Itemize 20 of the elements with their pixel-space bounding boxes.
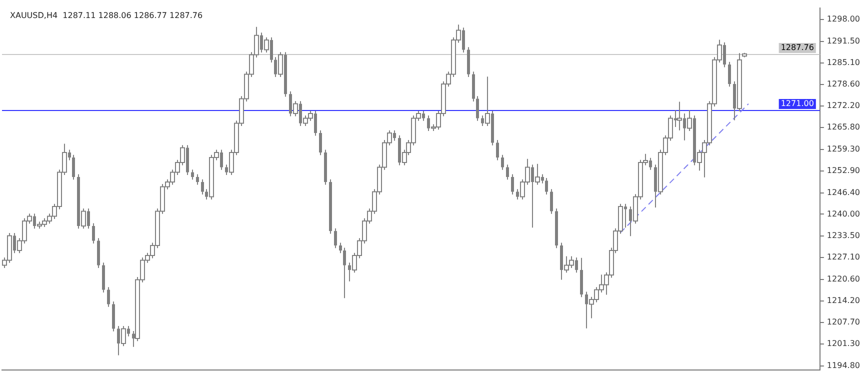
y-tick-label: 1220.60 [826, 274, 860, 284]
y-tick-label: 1259.30 [826, 144, 860, 154]
y-tick-label: 1227.10 [826, 252, 860, 262]
y-tick-label: 1298.00 [826, 14, 860, 24]
y-tick-label: 1207.70 [826, 318, 860, 327]
y-tick-label: 1214.20 [826, 296, 860, 305]
y-tick-label: 1240.00 [826, 209, 860, 218]
y-tick-label: 1194.80 [826, 361, 860, 370]
y-tick-label: 1233.50 [826, 231, 860, 240]
y-tick-label: 1246.40 [826, 188, 860, 197]
y-tick-label: 1291.50 [826, 36, 860, 46]
y-tick-label: 1278.60 [826, 80, 860, 89]
y-tick-label: 1265.80 [826, 122, 860, 132]
y-tick-label: 1285.10 [826, 58, 860, 67]
y-tick-label: 1252.90 [826, 166, 860, 176]
chart-title: XAUUSD,H4 1287.11 1288.06 1286.77 1287.76 [10, 10, 203, 20]
ref-line-label: 1271.00 [780, 99, 814, 108]
ref-line-label: 1287.76 [780, 43, 814, 52]
y-tick-label: 1272.20 [826, 101, 860, 110]
y-tick-label: 1201.30 [826, 339, 860, 348]
